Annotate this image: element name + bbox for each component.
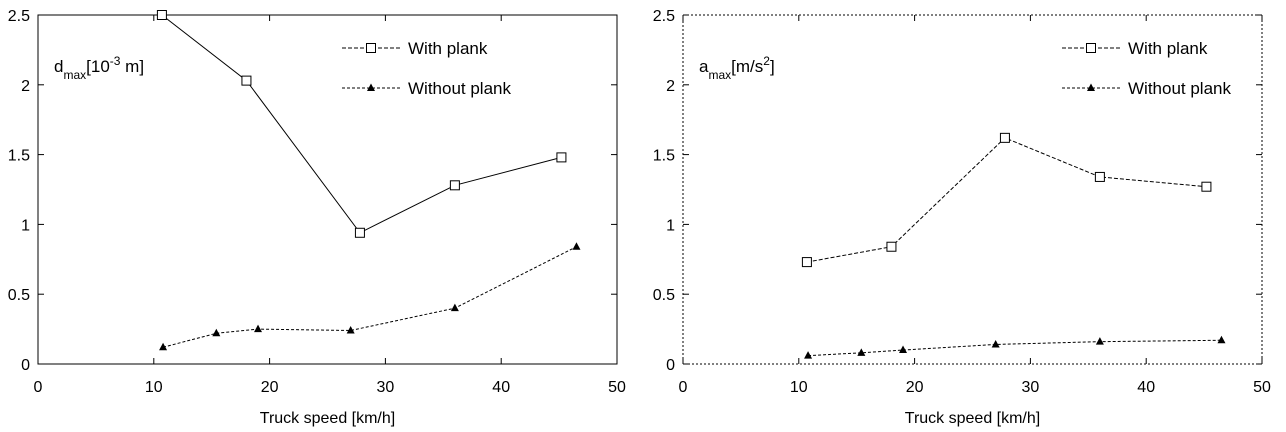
x-tick-label: 50 — [1253, 379, 1271, 396]
data-point — [804, 351, 813, 359]
legend-entry: With plank — [342, 39, 488, 58]
data-point — [899, 345, 908, 354]
x-tick-label: 30 — [377, 379, 395, 396]
x-axis-label: Truck speed [km/h] — [260, 410, 395, 427]
y-tick-label: 2.5 — [653, 8, 675, 25]
series-line — [162, 246, 577, 348]
y-tick-label: 2.5 — [8, 8, 30, 25]
legend-marker — [366, 43, 376, 53]
data-point — [1201, 181, 1212, 192]
legend-marker — [1086, 43, 1096, 53]
data-point — [999, 132, 1010, 143]
y-tick-label: 0 — [21, 357, 30, 374]
plot-frame — [37, 14, 618, 365]
x-tick-label: 0 — [34, 379, 43, 396]
data-point — [857, 348, 866, 356]
data-point — [241, 75, 252, 86]
x-axis-label: Truck speed [km/h] — [905, 410, 1040, 427]
x-tick-label: 40 — [1137, 379, 1155, 396]
y-tick-label: 0 — [666, 357, 675, 374]
data-point — [991, 339, 1000, 348]
x-tick-label: 40 — [492, 379, 510, 396]
data-point — [346, 325, 355, 334]
legend-entry: Without plank — [342, 79, 511, 98]
series-line — [808, 339, 1222, 357]
series-line — [806, 137, 1207, 263]
x-tick-label: 10 — [790, 379, 808, 396]
chart-2: 0 10 20 30 40 50 0 0.5 1 1.5 2 2.5 Truck speed [km/h… — [653, 8, 1271, 427]
y-tick-label: 1 — [21, 217, 30, 234]
chart-1: 0 10 20 30 40 50 0 0.5 1 1.5 2 2.5 Truck speed [km/h… — [8, 8, 626, 427]
data-point — [212, 328, 221, 337]
y-tick-label: 1.5 — [8, 148, 30, 165]
legend-marker — [367, 83, 375, 91]
data-point — [450, 303, 459, 312]
x-tick-label: 50 — [608, 379, 626, 396]
legend-label: With plank — [1128, 39, 1208, 58]
x-tick-label: 30 — [1022, 379, 1040, 396]
x-tick-label: 20 — [906, 379, 924, 396]
y-tick-label: 0.5 — [8, 287, 30, 304]
data-point — [159, 342, 168, 351]
legend-marker — [1087, 83, 1095, 91]
data-point — [1094, 171, 1105, 182]
data-point — [354, 227, 365, 238]
series-with-plank — [156, 10, 567, 238]
y-tick-label: 1 — [666, 217, 675, 234]
data-point — [156, 10, 167, 20]
plot-frame — [682, 14, 1263, 365]
y-axis-label: amax[m/s2] — [699, 54, 775, 82]
x-tick-label: 10 — [145, 379, 163, 396]
data-point — [886, 241, 897, 252]
x-tick-label: 0 — [679, 379, 688, 396]
y-tick-label: 2 — [666, 78, 675, 95]
legend-entry: With plank — [1062, 39, 1208, 58]
y-tick-label: 2 — [21, 78, 30, 95]
series-without-plank — [159, 242, 581, 351]
data-point — [801, 257, 812, 268]
data-point — [556, 152, 567, 163]
legend-entry: Without plank — [1062, 79, 1231, 98]
series-without-plank — [804, 335, 1226, 359]
legend-label: Without plank — [1128, 79, 1231, 98]
y-tick-label: 0.5 — [653, 287, 675, 304]
y-tick-label: 1.5 — [653, 148, 675, 165]
data-point — [572, 242, 581, 250]
legend-label: With plank — [408, 39, 488, 58]
y-axis-label: dmax[10-3 m] — [54, 54, 144, 82]
x-tick-label: 20 — [261, 379, 279, 396]
data-point — [254, 324, 263, 333]
series-with-plank — [801, 132, 1212, 268]
data-point — [449, 180, 460, 191]
data-point — [1095, 337, 1104, 345]
data-point — [1217, 335, 1226, 344]
legend-label: Without plank — [408, 79, 511, 98]
